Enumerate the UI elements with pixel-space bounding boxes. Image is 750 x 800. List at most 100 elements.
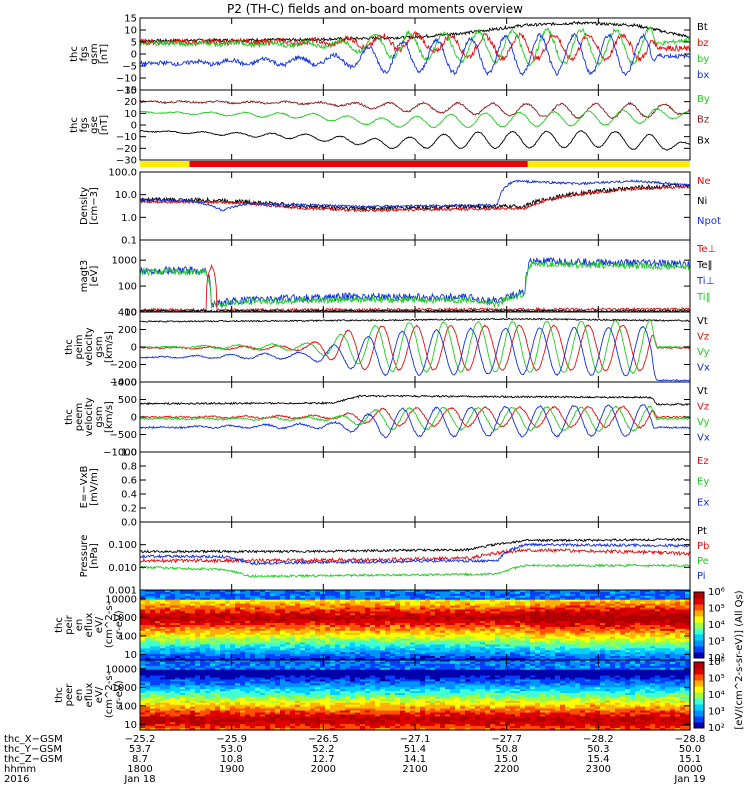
spectrogram-cell xyxy=(605,601,611,605)
spectrogram-cell xyxy=(380,609,386,612)
spectrogram-cell xyxy=(280,658,286,661)
spectrogram-cell xyxy=(675,619,681,622)
spectrogram-cell xyxy=(625,607,631,611)
spectrogram-cell xyxy=(660,665,666,669)
spectrogram-cell xyxy=(425,625,431,628)
spectrogram-cell xyxy=(550,615,556,618)
spectrogram-cell xyxy=(140,611,146,614)
spectrogram-cell xyxy=(605,609,611,612)
y-axis-label-line: gsm xyxy=(89,43,100,64)
spectrogram-cell xyxy=(435,597,441,601)
spectrogram-cell xyxy=(155,634,161,638)
spectrogram-cell xyxy=(140,650,146,653)
spectrogram-cell xyxy=(420,665,426,669)
spectrogram-cell xyxy=(235,654,241,657)
spectrogram-cell xyxy=(560,609,566,612)
spectrogram-cell xyxy=(300,646,306,649)
spectrogram-cell xyxy=(365,595,371,599)
spectrogram-cell xyxy=(300,658,306,661)
spectrogram-cell xyxy=(430,656,436,659)
spectrogram-cell xyxy=(275,650,281,653)
spectrogram-cell xyxy=(565,628,571,632)
spectrogram-cell xyxy=(430,665,436,669)
spectrogram-cell xyxy=(400,644,406,647)
spectrogram-cell xyxy=(170,644,176,647)
spectrogram-cell xyxy=(265,640,271,644)
spectrogram-cell xyxy=(615,650,621,653)
spectrogram-cell xyxy=(370,601,376,605)
spectrogram-cell xyxy=(385,642,391,646)
spectrogram-cell xyxy=(530,652,536,655)
spectrogram-cell xyxy=(225,652,231,655)
spectrogram-cell xyxy=(240,661,246,665)
spectrogram-cell xyxy=(675,597,681,601)
spectrogram-cell xyxy=(495,591,501,595)
spectrogram-cell xyxy=(165,632,171,636)
spectrogram-cell xyxy=(310,603,316,607)
spectrogram-cell xyxy=(535,652,541,655)
spectrogram-cell xyxy=(515,603,521,607)
spectrogram-cell xyxy=(620,611,626,614)
spectrogram-cell xyxy=(485,632,491,636)
spectrogram-cell xyxy=(575,640,581,644)
spectrogram-cell xyxy=(325,625,331,628)
spectrogram-cell xyxy=(455,636,461,640)
spectrogram-cell xyxy=(410,646,416,649)
spectrogram-cell xyxy=(555,626,561,630)
spectrogram-cell xyxy=(155,640,161,644)
spectrogram-cell xyxy=(445,593,451,597)
spectrogram-cell xyxy=(440,638,446,642)
spectrogram-cell xyxy=(390,638,396,642)
spectrogram-cell xyxy=(500,634,506,638)
spectrogram-cell xyxy=(450,621,456,624)
series-Pb xyxy=(139,547,691,564)
spectrogram-cell xyxy=(635,654,641,657)
spectrogram-cell xyxy=(495,611,501,614)
spectrogram-cell xyxy=(635,644,641,647)
spectrogram-cell xyxy=(355,591,361,595)
spectrogram-cell xyxy=(265,650,271,653)
spectrogram-cell xyxy=(395,669,401,673)
spectrogram-cell xyxy=(140,646,146,649)
spectrogram-cell xyxy=(325,660,331,663)
spectrogram-cell xyxy=(595,665,601,669)
spectrogram-cell xyxy=(370,591,376,595)
spectrogram-cell xyxy=(330,669,336,673)
spectrogram-cell xyxy=(345,661,351,665)
spectrogram-cell xyxy=(255,621,261,624)
spectrogram-cell xyxy=(630,621,636,624)
spectrogram-cell xyxy=(270,658,276,661)
spectrogram-cell xyxy=(455,601,461,605)
spectrogram-cell xyxy=(385,630,391,634)
spectrogram-cell xyxy=(530,665,536,669)
spectrogram-cell xyxy=(650,636,656,640)
spectrogram-cell xyxy=(295,658,301,661)
spectrogram-cell xyxy=(535,638,541,642)
spectrogram-cell xyxy=(410,667,416,671)
spectrogram-cell xyxy=(290,626,296,630)
spectrogram-cell xyxy=(190,623,196,626)
spectrogram-cell xyxy=(520,650,526,653)
spectrogram-cell xyxy=(405,603,411,607)
spectrogram-cell xyxy=(425,667,431,671)
spectrogram-cell xyxy=(630,601,636,605)
spectrogram-cell xyxy=(385,644,391,647)
spectrogram-cell xyxy=(435,605,441,609)
spectrogram-cell xyxy=(220,640,226,644)
spectrogram-cell xyxy=(270,661,276,665)
spectrogram-cell xyxy=(395,615,401,618)
spectrogram-cell xyxy=(140,658,146,661)
spectrogram-cell xyxy=(670,658,676,661)
y-axis-label-line: [km/s] xyxy=(104,331,115,363)
spectrogram-cell xyxy=(295,601,301,605)
spectrogram-cell xyxy=(170,648,176,651)
spectrogram-cell xyxy=(185,632,191,636)
spectrogram-cell xyxy=(280,625,286,628)
spectrogram-cell xyxy=(215,628,221,632)
spectrogram-cell xyxy=(240,621,246,624)
spectrogram-cell xyxy=(625,591,631,595)
spectrogram-cell xyxy=(435,611,441,614)
spectrogram-cell xyxy=(395,591,401,595)
spectrogram-cell xyxy=(615,642,621,646)
spectrogram-cell xyxy=(235,593,241,597)
